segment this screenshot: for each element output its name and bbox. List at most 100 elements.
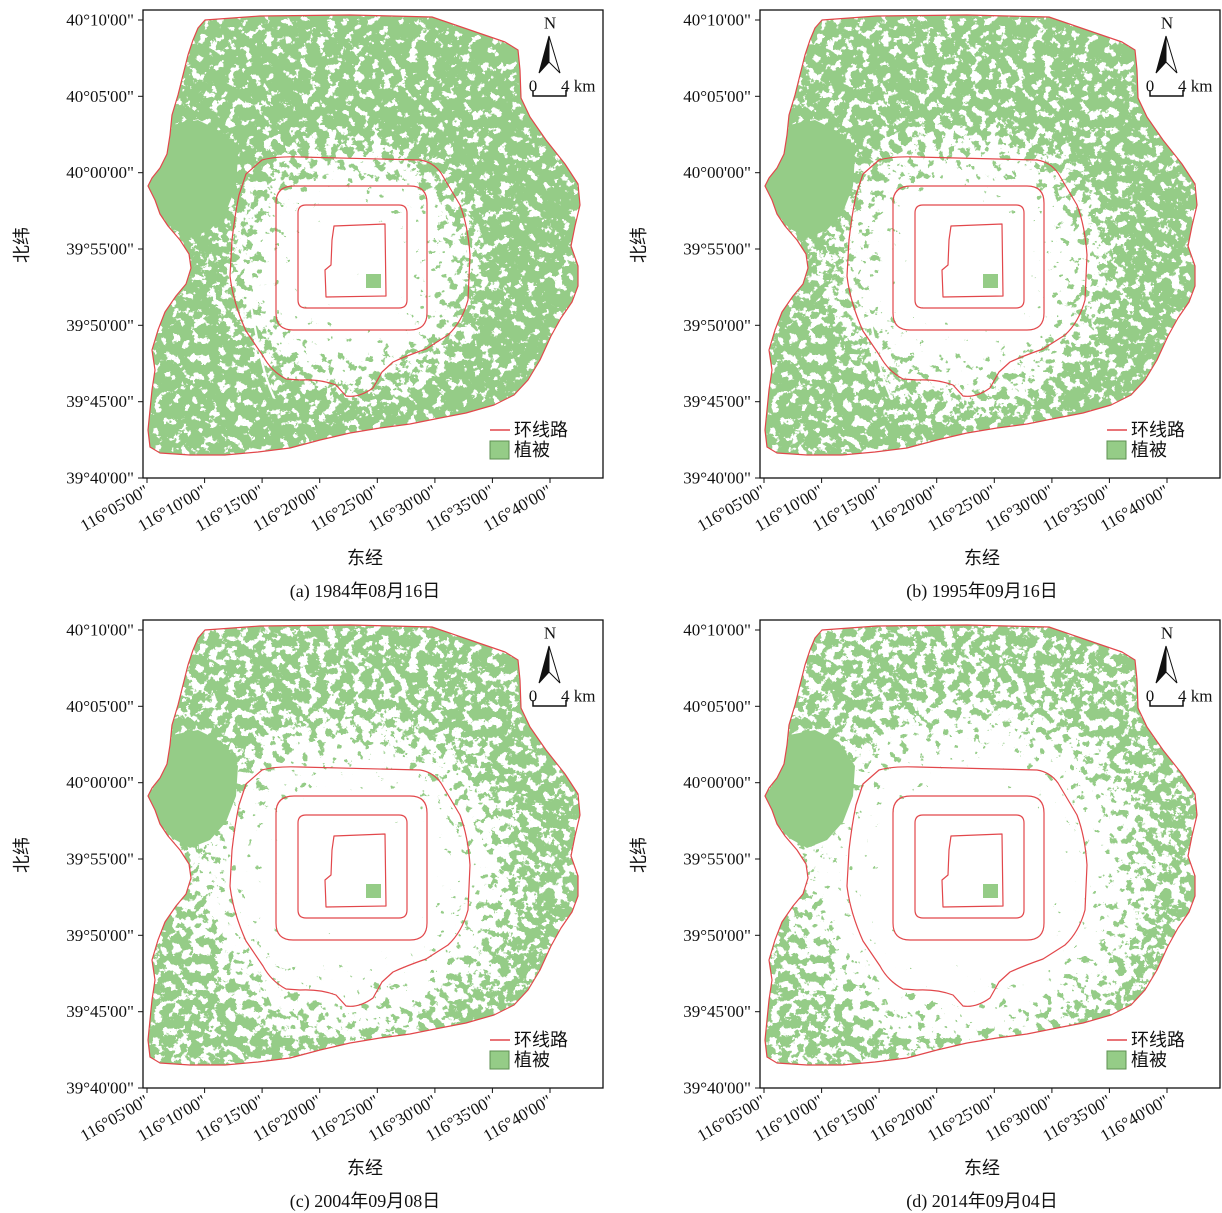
y-tick-label: 39°45'00": [66, 392, 134, 411]
scale-bar-line: [532, 90, 567, 97]
ring-road-line: [297, 204, 408, 309]
y-tick-label: 39°40'00": [683, 1079, 751, 1098]
north-arrow-icon: N: [1155, 14, 1178, 74]
scale-bar: 0 4 km: [1146, 77, 1212, 97]
non-vegetation-area: [765, 625, 1197, 1065]
river-line: [248, 299, 276, 399]
ring-road-line: [229, 766, 471, 1007]
map-frame: [759, 9, 1221, 479]
scale-bar-line: [532, 700, 567, 707]
ring-road-line: [892, 185, 1045, 331]
north-label: N: [544, 624, 556, 643]
y-tick-label: 39°40'00": [66, 469, 134, 488]
ring-road-line: [846, 156, 1088, 397]
north-arrow-right: [548, 645, 561, 684]
legend-vegetation-label: 植被: [514, 1050, 550, 1070]
north-arrow-right: [1165, 35, 1178, 74]
legend: 环线路 植被: [489, 420, 568, 460]
y-tick-label: 40°05'00": [683, 697, 751, 716]
map-panel-c: 40°10'00" 40°05'00" 40°00'00" 39°55'00" 39°5…: [0, 610, 605, 1213]
legend: 环线路 植被: [1106, 1030, 1185, 1070]
ring-road-line: [275, 795, 428, 941]
legend-ring-road-label: 环线路: [514, 1030, 568, 1050]
panel-caption: (a) 1984年08月16日: [290, 581, 440, 602]
map-svg: 40°10'00" 40°05'00" 40°00'00" 39°55'00" 39°5…: [12, 619, 604, 1212]
north-arrow-right: [548, 35, 561, 74]
legend-ring-road-label: 环线路: [1131, 1030, 1185, 1050]
panel-caption: (d) 2014年09月04日: [906, 1191, 1058, 1212]
y-tick-label: 39°55'00": [683, 240, 751, 259]
western-hills-vegetation: [148, 120, 238, 238]
legend-vegetation-swatch: [1106, 1050, 1127, 1070]
scale-end-label: 4 km: [561, 687, 595, 706]
map-panel-a: 40°10'00" 40°05'00" 40°00'00" 39°55'00" 39°5…: [0, 0, 605, 603]
legend: 环线路 植被: [489, 1030, 568, 1070]
y-tick-label: 40°05'00": [66, 87, 134, 106]
y-tick-label: 40°05'00": [683, 87, 751, 106]
scale-start-label: 0: [529, 687, 538, 706]
y-tick-label: 40°00'00": [683, 773, 751, 792]
y-tick-label: 40°10'00": [66, 621, 134, 640]
non-vegetation-area: [148, 625, 580, 1065]
ring-road-line: [941, 833, 1004, 908]
study-area-boundary: [764, 624, 1198, 1066]
scale-start-label: 0: [529, 77, 538, 96]
map-panel-b: 40°10'00" 40°05'00" 40°00'00" 39°55'00" 39°5…: [617, 0, 1222, 603]
y-axis-title: 北纬: [12, 837, 32, 873]
western-hills-vegetation: [765, 730, 855, 848]
legend-ring-road-label: 环线路: [1131, 420, 1185, 440]
western-hills-vegetation: [148, 730, 238, 848]
ring-road-line: [275, 185, 428, 331]
ring-road-line: [229, 156, 471, 397]
legend-vegetation-swatch: [489, 440, 510, 460]
river-line: [865, 299, 893, 399]
ring-road-line: [892, 795, 1045, 941]
north-arrow-icon: N: [538, 14, 561, 74]
y-tick-label: 39°50'00": [683, 316, 751, 335]
scale-bar: 0 4 km: [529, 77, 595, 97]
western-hills-vegetation: [765, 120, 855, 238]
park-vegetation: [983, 884, 998, 898]
ring-road-line: [846, 766, 1088, 1007]
y-tick-label: 39°40'00": [683, 469, 751, 488]
map-svg: 40°10'00" 40°05'00" 40°00'00" 39°55'00" 39°5…: [12, 9, 604, 602]
scale-bar: 0 4 km: [1146, 687, 1212, 707]
legend-vegetation-swatch: [1106, 440, 1127, 460]
ring-road-line: [324, 223, 387, 298]
map-svg: 40°10'00" 40°05'00" 40°00'00" 39°55'00" 39°5…: [629, 619, 1221, 1212]
y-tick-label: 39°45'00": [683, 392, 751, 411]
ring-road-line: [914, 204, 1025, 309]
scale-start-label: 0: [1146, 687, 1155, 706]
x-axis-title: 东经: [347, 548, 383, 568]
y-axis-title: 北纬: [12, 227, 32, 263]
y-tick-label: 39°50'00": [683, 926, 751, 945]
map-svg: 40°10'00" 40°05'00" 40°00'00" 39°55'00" 39°5…: [629, 9, 1221, 602]
y-tick-label: 39°55'00": [683, 850, 751, 869]
map-frame: [142, 619, 604, 1089]
scale-bar-line: [1149, 700, 1184, 707]
y-axis-title: 北纬: [629, 227, 649, 263]
legend: 环线路 植被: [1106, 420, 1185, 460]
y-tick-label: 39°50'00": [66, 316, 134, 335]
legend-vegetation-label: 植被: [1131, 1050, 1167, 1070]
north-arrow-icon: N: [1155, 624, 1178, 684]
river-line: [248, 909, 276, 1009]
scale-end-label: 4 km: [561, 77, 595, 96]
north-label: N: [1161, 624, 1173, 643]
map-frame: [759, 619, 1221, 1089]
study-area-boundary: [147, 14, 581, 456]
ring-road-line: [941, 223, 1004, 298]
legend-ring-road-label: 环线路: [514, 420, 568, 440]
panel-caption: (c) 2004年09月08日: [290, 1191, 440, 1212]
study-area-boundary: [147, 624, 581, 1066]
y-tick-label: 40°10'00": [66, 11, 134, 30]
ring-road-line: [914, 814, 1025, 919]
y-tick-label: 40°10'00": [683, 621, 751, 640]
non-vegetation-area: [765, 15, 1197, 455]
y-tick-label: 40°00'00": [66, 773, 134, 792]
y-tick-label: 40°00'00": [66, 163, 134, 182]
north-arrow-icon: N: [538, 624, 561, 684]
legend-vegetation-label: 植被: [1131, 440, 1167, 460]
y-tick-label: 40°00'00": [683, 163, 751, 182]
